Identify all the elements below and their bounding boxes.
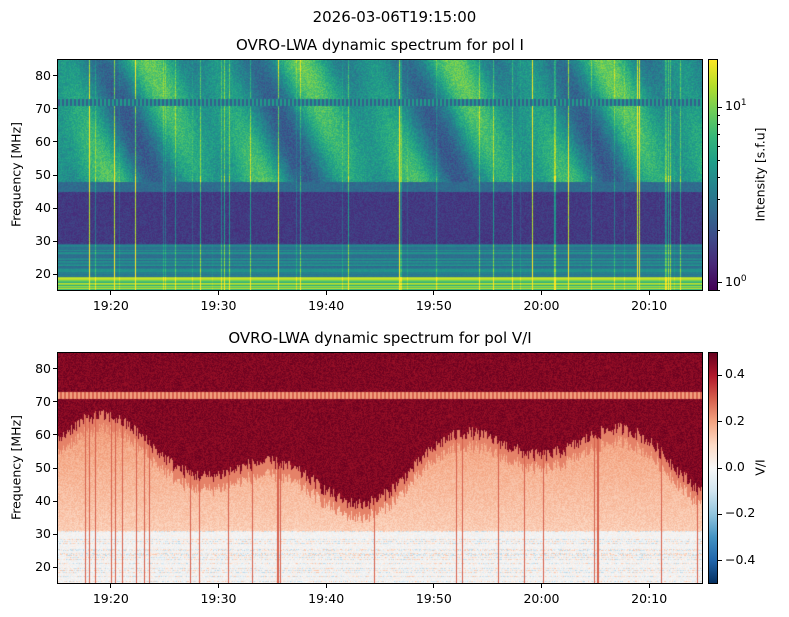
panel-1-axes: [57, 352, 703, 584]
panel-0-colorbar-tick-label: 101: [725, 98, 747, 114]
panel-1-ytick-label: 30: [35, 526, 51, 542]
panel-0-xtick-mark: [433, 291, 435, 295]
panel-0-xtick-label: 20:00: [523, 298, 560, 313]
panel-0-ytick-label: 40: [35, 200, 51, 216]
panel-1-ytick-mark: [53, 533, 57, 535]
panel-1-colorbar-tick-label: 0.2: [725, 412, 745, 428]
panel-0-xtick-mark: [110, 291, 112, 295]
panel-0-colorbar-minor-tick: [718, 289, 720, 291]
panel-1-ytick-mark: [53, 467, 57, 469]
panel-1-xtick-label: 20:10: [631, 591, 668, 606]
panel-1-colorbar-tick-label: 0.0: [725, 459, 745, 474]
panel-1-xtick-mark: [433, 584, 435, 588]
panel-1-ytick-label: 50: [35, 460, 51, 475]
panel-1-heatmap: [58, 353, 702, 583]
panel-0-colorbar-tick-mark: [718, 282, 722, 284]
tick-exponent: 1: [740, 98, 747, 109]
panel-1-ytick-mark: [53, 566, 57, 568]
panel-0-xtick-mark: [218, 291, 219, 295]
panel-0-colorbar-minor-tick: [718, 229, 720, 231]
panel-1-ytick-mark: [53, 434, 57, 436]
panel-0-colorbar-minor-tick: [718, 114, 720, 116]
tick-exponent: 0: [740, 273, 747, 284]
panel-1-xtick-label: 19:40: [308, 591, 345, 606]
panel-1-colorbar-tick-mark: [718, 374, 722, 376]
panel-0-xtick-label: 19:40: [308, 298, 345, 313]
panel-0-colorbar-tick-label: 100: [725, 273, 747, 290]
panel-1-ytick-label: 60: [35, 426, 51, 442]
panel-0-colorbar-minor-tick: [718, 145, 720, 147]
panel-0-xtick-mark: [325, 291, 327, 295]
panel-1-ytick-label: 20: [35, 559, 51, 575]
panel-0-ytick-mark: [53, 108, 57, 110]
panel-1-title: OVRO-LWA dynamic spectrum for pol V/I: [228, 329, 532, 347]
panel-1-xtick-mark: [218, 584, 219, 588]
panel-1-ytick-mark: [53, 401, 57, 403]
panel-0-ytick-mark: [53, 207, 57, 209]
panel-0-colorbar-minor-tick: [718, 123, 720, 125]
panel-0-ylabel: Frequency [MHz]: [8, 121, 24, 228]
panel-0-ytick-mark: [53, 174, 57, 176]
panel-0-colorbar-minor-tick: [718, 198, 720, 200]
panel-1-colorbar-tick-label: 0.4: [725, 366, 745, 382]
panel-0-heatmap: [58, 60, 702, 290]
panel-1-colorbar-tick-label: −0.2: [725, 505, 756, 521]
panel-0-ytick-label: 50: [35, 167, 51, 182]
panel-0-colorbar-minor-tick: [718, 159, 720, 161]
panel-0-ytick-mark: [53, 273, 57, 275]
panel-1-colorbar-tick-mark: [718, 421, 722, 423]
panel-0-colorbar-tick-mark: [718, 106, 722, 108]
panel-1-xtick-label: 19:50: [415, 591, 452, 606]
panel-1-colorbar: [708, 352, 718, 584]
panel-1-ytick-mark: [53, 368, 57, 370]
panel-1-ytick-mark: [53, 500, 57, 502]
panel-1-xtick-mark: [648, 584, 650, 588]
panel-1-colorbar-tick-label: −0.4: [725, 551, 756, 567]
panel-0-xtick-label: 19:50: [415, 298, 452, 313]
panel-1-xtick-mark: [541, 584, 542, 588]
panel-1-colorbar-tick-mark: [718, 513, 722, 515]
panel-1-colorbar-tick-mark: [718, 467, 722, 469]
panel-1-ylabel: Frequency [MHz]: [8, 414, 24, 521]
panel-1-xtick-label: 19:30: [200, 591, 237, 606]
panel-0-xtick-label: 20:10: [631, 298, 668, 313]
panel-1-xtick-mark: [110, 584, 112, 588]
panel-0-ytick-label: 30: [35, 233, 51, 249]
panel-0-colorbar-minor-tick: [718, 176, 720, 178]
panel-0-xtick-label: 19:30: [200, 298, 237, 313]
panel-1-ytick-label: 70: [35, 393, 51, 409]
panel-0-xtick-mark: [541, 291, 542, 295]
panel-1-colorbar-tick-mark: [718, 560, 722, 562]
panel-0-colorbar-label: Intensity [s.f.u]: [752, 127, 768, 222]
panel-1-ytick-label: 40: [35, 493, 51, 509]
panel-0-xtick-label: 19:20: [92, 298, 129, 313]
panel-0-axes: [57, 59, 703, 291]
panel-1-colorbar-label: V/I: [752, 459, 768, 476]
panel-0-colorbar: [708, 59, 718, 291]
panel-1-xtick-mark: [325, 584, 327, 588]
panel-0-ytick-mark: [53, 141, 57, 143]
panel-1-xtick-label: 19:20: [92, 591, 129, 606]
panel-0-ytick-label: 80: [35, 67, 51, 83]
panel-0-ytick-label: 20: [35, 266, 51, 282]
panel-1-xtick-label: 20:00: [523, 591, 560, 606]
panel-0-ytick-mark: [53, 240, 57, 242]
panel-0-xtick-mark: [648, 291, 650, 295]
figure-suptitle: 2026-03-06T19:15:00: [312, 8, 477, 26]
panel-0-ytick-label: 60: [35, 133, 51, 149]
panel-0-ytick-mark: [53, 75, 57, 77]
panel-1-ytick-label: 80: [35, 360, 51, 376]
panel-0-colorbar-minor-tick: [718, 133, 720, 135]
panel-0-title: OVRO-LWA dynamic spectrum for pol I: [236, 36, 524, 54]
panel-0-ytick-label: 70: [35, 100, 51, 116]
